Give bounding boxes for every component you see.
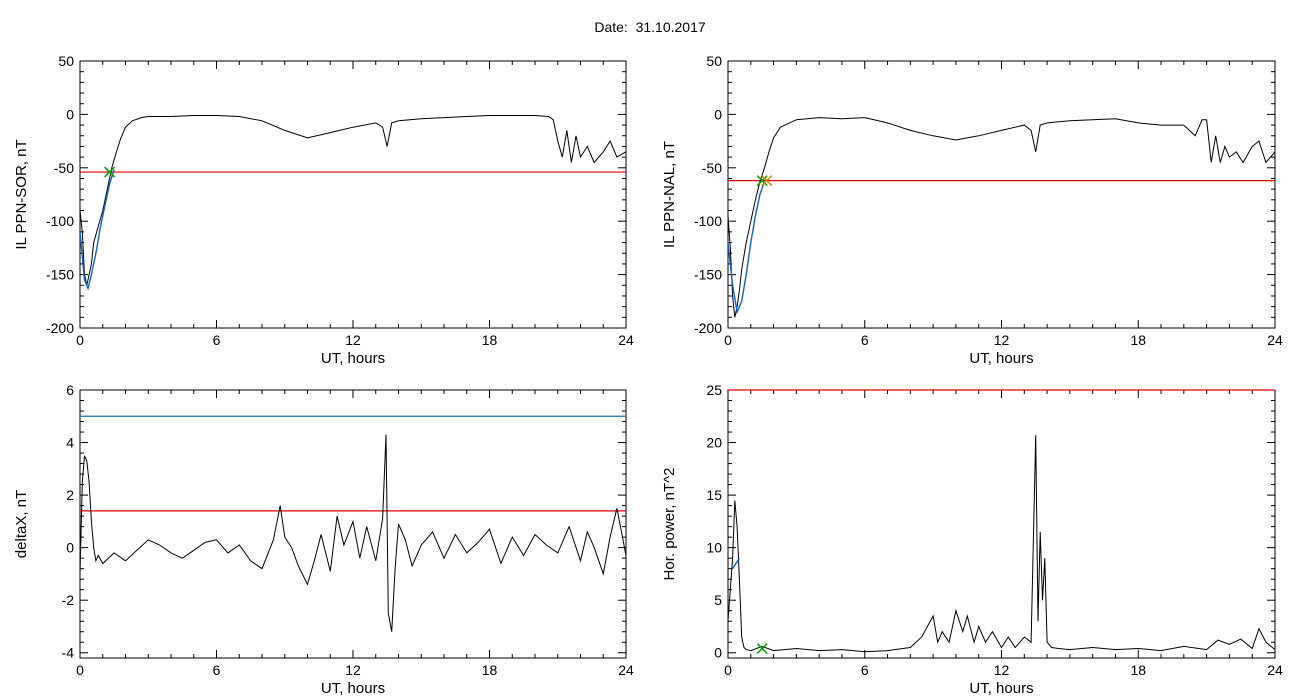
x-tick-label: 12 — [994, 662, 1010, 678]
y-tick-label: -200 — [46, 320, 74, 336]
y-axis-label: IL PPN-NAL, nT — [661, 141, 678, 248]
x-tick-label: 0 — [724, 662, 732, 678]
event-marker-stroke — [756, 175, 768, 187]
x-tick-label: 6 — [213, 662, 221, 678]
x-tick-label: 18 — [1130, 662, 1146, 678]
x-tick-label: 24 — [1267, 662, 1283, 678]
y-tick-label: 0 — [714, 106, 722, 122]
y-tick-label: -2 — [62, 592, 75, 608]
y-tick-label: 10 — [706, 540, 722, 556]
y-tick-label: 4 — [66, 435, 74, 451]
x-tick-label: 0 — [76, 332, 84, 348]
event-marker — [756, 175, 768, 187]
series-line-0 — [728, 117, 1275, 318]
plot-frame — [727, 60, 1276, 329]
plot-frame — [727, 389, 1276, 659]
y-tick-label: 6 — [66, 382, 74, 398]
y-tick-label: -50 — [702, 160, 722, 176]
x-tick-label: 18 — [482, 662, 498, 678]
x-axis-label: UT, hours — [321, 680, 385, 697]
x-tick-label: 6 — [861, 332, 869, 348]
plot-frame — [79, 60, 627, 329]
series-line-0 — [728, 435, 1275, 653]
x-tick-label: 12 — [994, 332, 1010, 348]
event-marker — [104, 166, 116, 178]
x-axis-label: UT, hours — [321, 350, 385, 367]
x-tick-label: 6 — [861, 662, 869, 678]
series-line-0 — [80, 115, 626, 286]
y-tick-label: 50 — [58, 53, 74, 69]
y-axis-label: deltaX, nT — [13, 490, 30, 558]
y-tick-label: -100 — [46, 213, 74, 229]
date-label: Date: — [594, 19, 628, 35]
x-tick-label: 18 — [1130, 332, 1146, 348]
y-axis-label: IL PPN-SOR, nT — [13, 139, 30, 249]
y-tick-label: -150 — [694, 267, 722, 283]
event-marker-stroke — [761, 175, 773, 187]
y-tick-label: 2 — [66, 487, 74, 503]
y-tick-label: 15 — [706, 487, 722, 503]
x-tick-label: 12 — [345, 332, 361, 348]
event-marker — [756, 643, 768, 655]
series-line-1 — [728, 181, 766, 315]
y-tick-label: -150 — [46, 267, 74, 283]
y-tick-label: 20 — [706, 435, 722, 451]
x-tick-label: 24 — [618, 332, 634, 348]
chart-il-sor: 0 6 12 18 24 -200 -150 -100 -50 0 50 UT, hours IL PP… — [13, 53, 634, 367]
y-tick-label: -200 — [694, 320, 722, 336]
x-tick-label: 12 — [345, 662, 361, 678]
event-marker — [761, 175, 773, 187]
y-tick-label: 0 — [66, 106, 74, 122]
series-line-1 — [80, 169, 115, 291]
y-tick-label: -50 — [54, 160, 74, 176]
y-tick-label: 0 — [714, 645, 722, 661]
chart-hor-power: 0 6 12 18 24 0 5 10 15 20 25 UT, hours Hor. power, n… — [661, 382, 1283, 697]
x-tick-label: 6 — [213, 332, 221, 348]
y-tick-label: 5 — [714, 592, 722, 608]
date-value: 31.10.2017 — [635, 19, 706, 35]
y-tick-label: 50 — [706, 53, 722, 69]
x-tick-label: 24 — [618, 662, 634, 678]
x-tick-label: 24 — [1267, 332, 1283, 348]
event-marker-stroke — [104, 166, 116, 178]
y-tick-label: 25 — [706, 382, 722, 398]
y-tick-label: -100 — [694, 213, 722, 229]
y-tick-label: -4 — [62, 645, 75, 661]
series-line-0 — [80, 434, 626, 632]
x-axis-label: UT, hours — [969, 350, 1033, 367]
x-tick-label: 18 — [482, 332, 498, 348]
y-tick-label: 0 — [66, 540, 74, 556]
y-axis-label: Hor. power, nT^2 — [661, 468, 678, 581]
x-axis-label: UT, hours — [969, 680, 1033, 697]
figure-title: Date: 31.10.2017 — [0, 19, 1300, 35]
x-tick-label: 0 — [724, 332, 732, 348]
series-line-1 — [732, 557, 740, 570]
event-marker-stroke — [756, 643, 768, 655]
x-tick-label: 0 — [76, 662, 84, 678]
chart-il-nal: 0 6 12 18 24 -200 -150 -100 -50 0 50 UT, hours IL PP… — [661, 53, 1283, 367]
